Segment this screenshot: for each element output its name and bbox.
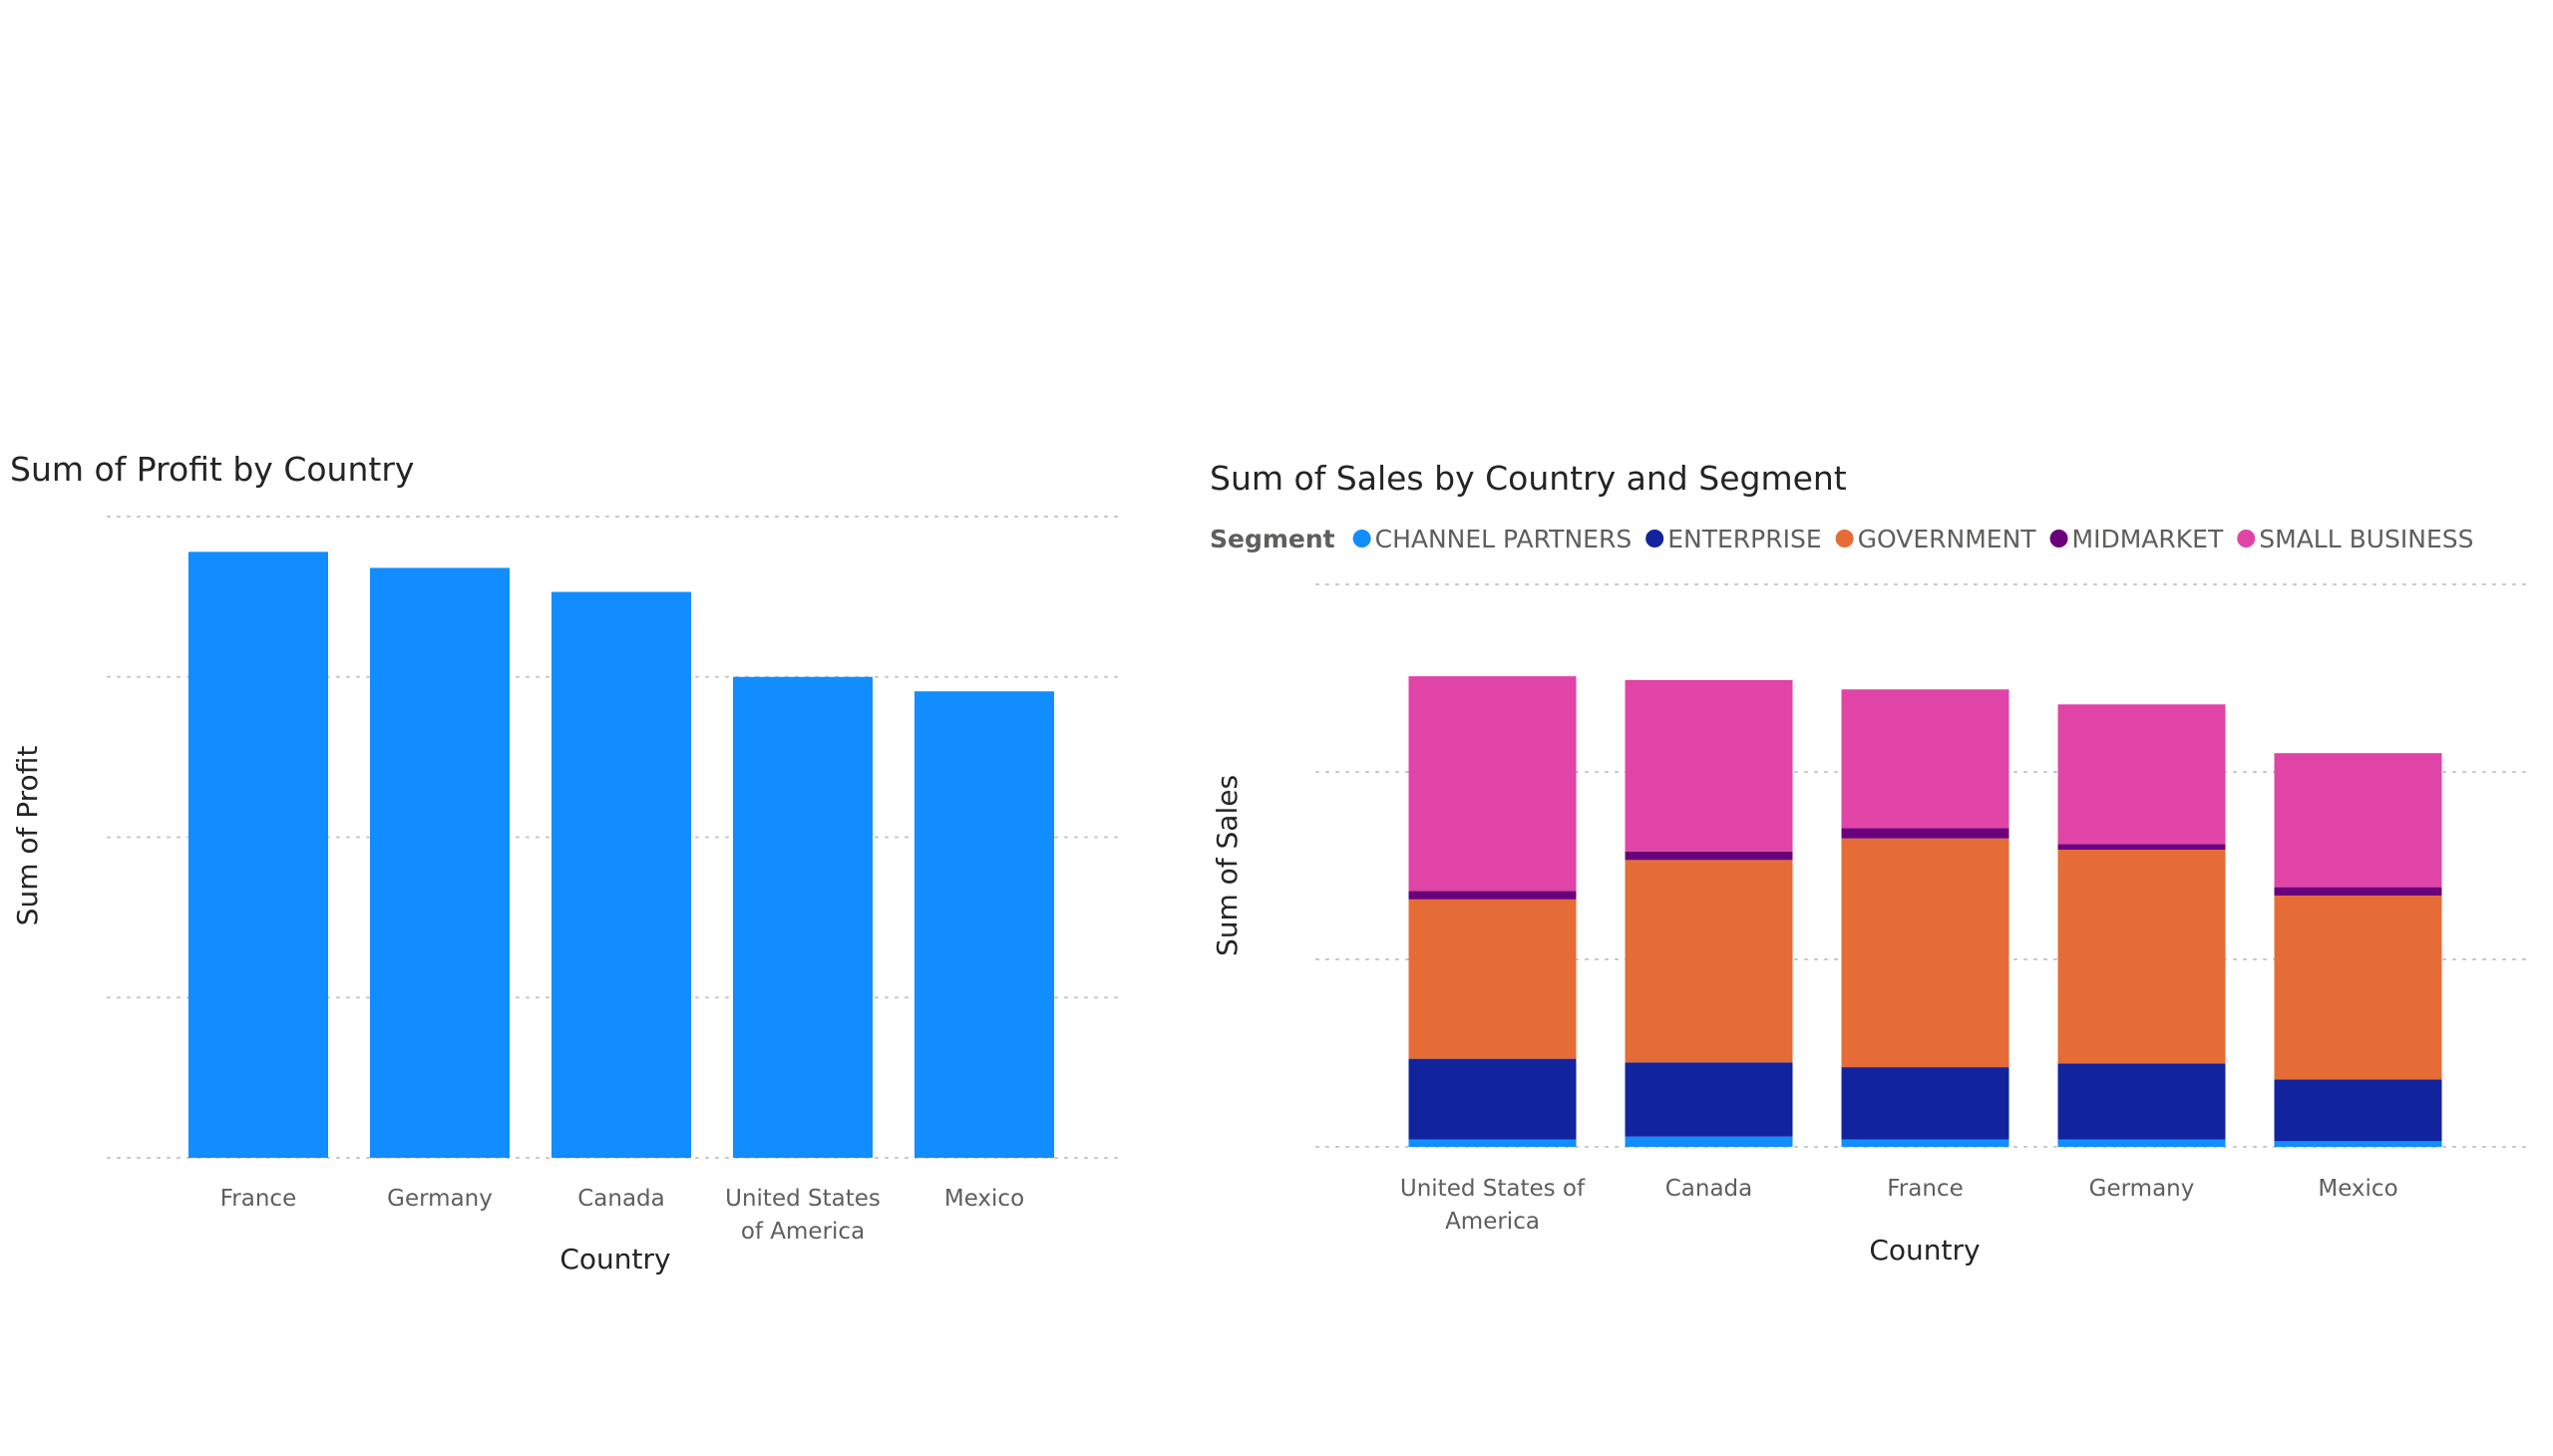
sales-bar-segment — [2057, 850, 2226, 1064]
sales-x-tick-label: Germany — [2089, 1176, 2195, 1202]
profit-x-tick-label: Canada — [577, 1186, 665, 1212]
sales-by-country-segment-chart[interactable]: Sum of Sales by Country and Segment Segm… — [1210, 459, 2534, 1267]
sales-bar-segment — [1625, 851, 1793, 861]
sales-bar-segment — [1408, 676, 1577, 892]
sales-x-tick-label: France — [1887, 1176, 1963, 1202]
sales-bar-segment — [1625, 679, 1793, 852]
sales-bar-segment — [2274, 1141, 2442, 1147]
legend-item-label: GOVERNMENT — [1858, 525, 2037, 553]
profit-x-axis-title: Country — [559, 1243, 670, 1275]
profit-bar — [370, 567, 510, 1158]
legend-item-label: MIDMARKET — [2072, 525, 2224, 553]
profit-x-axis: France Germany Canada United States of Ameri… — [220, 1186, 1024, 1245]
sales-bar-segment — [2057, 844, 2226, 851]
sales-bar-segment — [2057, 704, 2226, 845]
sales-bar-segment — [2274, 1079, 2442, 1142]
legend-marker — [1352, 530, 1371, 547]
legend-marker — [1645, 530, 1664, 547]
sales-bar-segment — [1625, 1136, 1793, 1147]
sales-bar-segment — [2057, 1139, 2226, 1147]
sales-x-axis-title: Country — [1869, 1234, 1980, 1267]
profit-x-tick-label-line-2: of America — [741, 1219, 865, 1245]
profit-y-axis-title: Sum of Profit — [11, 746, 44, 926]
sales-bar-segment — [1841, 1139, 2009, 1147]
legend-marker — [1835, 530, 1854, 547]
sales-x-tick-label: United States of America — [1400, 1176, 1586, 1235]
sales-x-tick-label-line-2: America — [1445, 1209, 1540, 1235]
sales-bar-segment — [1841, 689, 2009, 829]
sales-x-axis: United States of America Canada France Germa… — [1400, 1176, 2398, 1235]
sales-bar-segment — [1625, 1062, 1793, 1137]
profit-bar — [188, 551, 328, 1158]
profit-x-tick-label: France — [220, 1186, 296, 1212]
sales-chart-title: Sum of Sales by Country and Segment — [1210, 459, 1847, 498]
sales-bar-segment — [1408, 1058, 1577, 1140]
sales-y-axis-title: Sum of Sales — [1211, 775, 1244, 956]
profit-bar — [914, 691, 1054, 1158]
sales-bar-segment — [1408, 891, 1577, 900]
sales-bar-segment — [1841, 838, 2009, 1068]
profit-x-tick-label-line-1: United States — [725, 1186, 881, 1212]
sales-bar-segment — [1408, 899, 1577, 1059]
sales-x-tick-label: Mexico — [2318, 1176, 2397, 1202]
profit-bar — [733, 676, 873, 1158]
profit-x-tick-label: Germany — [387, 1186, 493, 1212]
sales-stacked-bars — [1408, 676, 2442, 1147]
sales-bar-segment — [2274, 896, 2442, 1080]
profit-bar — [551, 591, 691, 1158]
sales-bar-segment — [2274, 887, 2442, 897]
sales-bar-segment — [1625, 860, 1793, 1063]
sales-legend[interactable]: Segment CHANNEL PARTNERS ENTERPRISE GOVERN… — [1210, 525, 2474, 553]
profit-chart-title: Sum of Profit by Country — [10, 450, 414, 489]
sales-bar-segment — [2274, 753, 2442, 888]
legend-marker — [2049, 530, 2068, 547]
profit-by-country-chart[interactable]: Sum of Profit by Country France Germany Ca… — [10, 450, 1118, 1275]
sales-bar-segment — [1408, 1139, 1577, 1147]
sales-bar-segment — [2057, 1063, 2226, 1140]
legend-item-label: SMALL BUSINESS — [2259, 525, 2473, 553]
sales-x-tick-label-line-1: United States of — [1400, 1176, 1586, 1202]
legend-marker — [2237, 530, 2256, 547]
legend-item-label: CHANNEL PARTNERS — [1375, 525, 1633, 553]
legend-title: Segment — [1210, 525, 1335, 553]
sales-bar-segment — [1841, 1067, 2009, 1140]
profit-x-tick-label: Mexico — [944, 1186, 1024, 1212]
sales-bar-segment — [1841, 828, 2009, 839]
legend-item-label: ENTERPRISE — [1667, 525, 1821, 553]
sales-x-tick-label: Canada — [1665, 1176, 1753, 1202]
profit-bars — [188, 551, 1054, 1158]
profit-x-tick-label: United States of America — [725, 1186, 881, 1245]
